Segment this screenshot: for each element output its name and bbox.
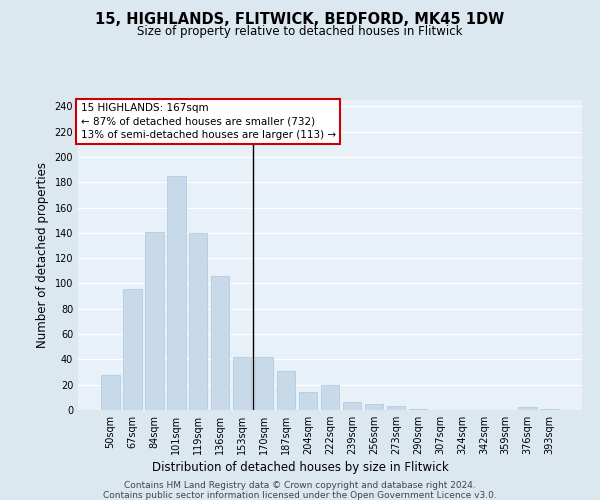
Bar xyxy=(343,402,361,410)
Text: Size of property relative to detached houses in Flitwick: Size of property relative to detached ho… xyxy=(137,25,463,38)
Text: 15, HIGHLANDS, FLITWICK, BEDFORD, MK45 1DW: 15, HIGHLANDS, FLITWICK, BEDFORD, MK45 1… xyxy=(95,12,505,28)
Bar xyxy=(386,406,405,410)
Bar xyxy=(320,384,340,410)
Bar xyxy=(101,374,119,410)
Bar xyxy=(167,176,185,410)
Bar xyxy=(541,408,559,410)
Bar xyxy=(145,232,164,410)
Bar xyxy=(211,276,229,410)
Bar xyxy=(409,408,427,410)
Bar xyxy=(518,408,537,410)
Bar xyxy=(299,392,317,410)
Bar xyxy=(365,404,383,410)
Y-axis label: Number of detached properties: Number of detached properties xyxy=(36,162,49,348)
Bar xyxy=(189,233,208,410)
Text: Distribution of detached houses by size in Flitwick: Distribution of detached houses by size … xyxy=(152,461,448,474)
Bar xyxy=(277,371,295,410)
Bar xyxy=(233,357,251,410)
Text: 15 HIGHLANDS: 167sqm
← 87% of detached houses are smaller (732)
13% of semi-deta: 15 HIGHLANDS: 167sqm ← 87% of detached h… xyxy=(80,103,335,140)
Text: Contains public sector information licensed under the Open Government Licence v3: Contains public sector information licen… xyxy=(103,490,497,500)
Text: Contains HM Land Registry data © Crown copyright and database right 2024.: Contains HM Land Registry data © Crown c… xyxy=(124,480,476,490)
Bar xyxy=(255,357,274,410)
Bar xyxy=(123,288,142,410)
